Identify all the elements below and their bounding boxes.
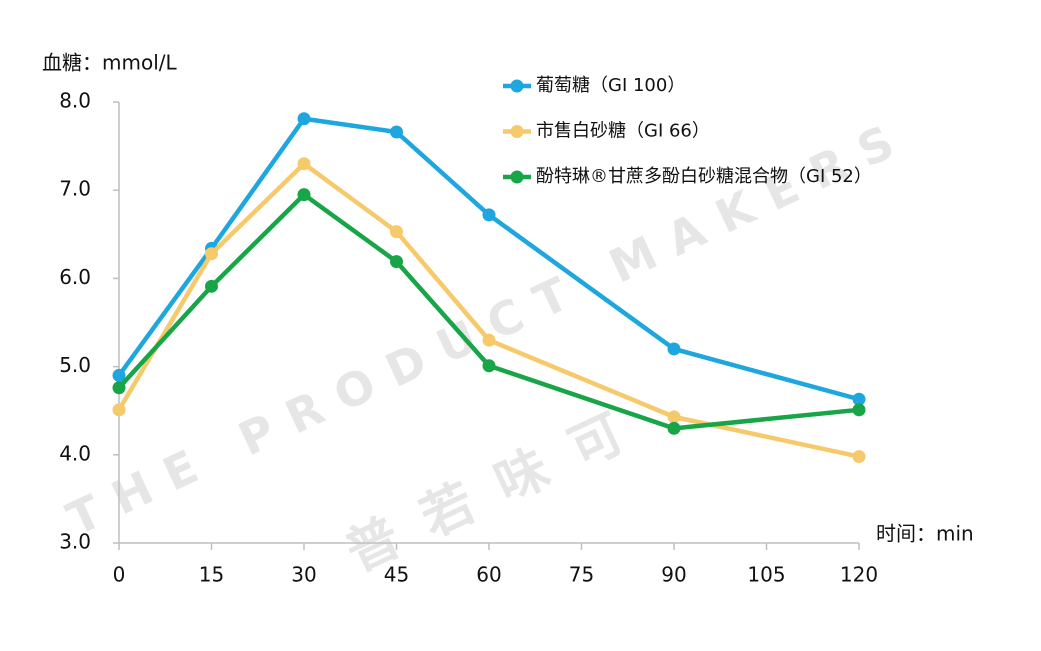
y-tick-label: 3.0 [59,530,91,554]
legend-label: 酚特琳®甘蔗多酚白砂糖混合物（GI 52） [536,166,872,187]
data-point [112,368,126,382]
data-point [482,208,496,222]
legend-label: 市售白砂糖（GI 66） [536,121,710,142]
y-axis-label: 血糖：mmol/L [42,51,177,75]
data-point [852,403,866,417]
data-point [205,279,218,293]
x-tick-label: 90 [661,563,686,587]
x-tick-label: 15 [199,563,224,587]
data-point [205,247,218,261]
data-point [667,410,681,424]
y-tick-label: 8.0 [59,89,91,113]
data-point [390,225,403,239]
data-point [852,450,866,464]
y-tick-label: 5.0 [59,353,91,377]
x-tick-label: 105 [747,563,785,587]
x-tick-label: 0 [113,563,126,587]
data-point [112,381,126,395]
x-tick-label: 60 [476,563,501,587]
data-point [482,359,496,373]
data-point [852,392,866,406]
x-tick-label: 45 [384,563,409,587]
y-tick-label: 6.0 [59,265,91,289]
data-point [390,125,403,139]
x-tick-label: 30 [291,563,316,587]
data-point [667,421,681,435]
data-point [297,112,311,126]
data-point [390,255,403,269]
data-point [297,157,311,171]
data-point [667,342,681,356]
x-axis-label: 时间：min [876,522,974,546]
legend-marker [510,125,524,138]
data-point [112,403,126,417]
data-point [297,188,311,202]
legend-marker [510,170,524,184]
legend-label: 葡萄糖（GI 100） [536,75,685,96]
x-tick-label: 120 [840,563,878,587]
legend-marker [510,79,524,93]
y-tick-label: 7.0 [59,177,91,201]
y-tick-label: 4.0 [59,441,91,465]
data-point [482,333,496,347]
x-tick-label: 75 [569,563,594,587]
